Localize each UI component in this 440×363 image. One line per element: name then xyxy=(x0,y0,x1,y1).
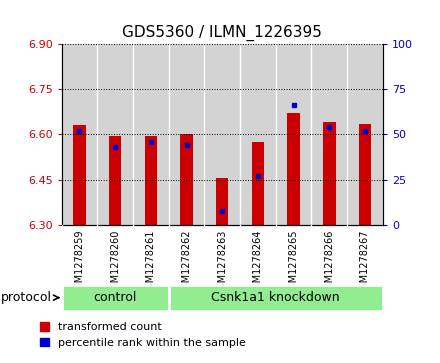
Bar xyxy=(276,44,312,225)
Bar xyxy=(359,124,371,225)
Text: GSM1278265: GSM1278265 xyxy=(289,230,299,295)
Legend: transformed count, percentile rank within the sample: transformed count, percentile rank withi… xyxy=(36,318,250,352)
Bar xyxy=(323,122,336,225)
Text: GSM1278267: GSM1278267 xyxy=(360,230,370,295)
Text: GSM1278262: GSM1278262 xyxy=(182,230,191,295)
Text: protocol: protocol xyxy=(1,291,59,304)
Text: Csnk1a1 knockdown: Csnk1a1 knockdown xyxy=(212,291,340,304)
Bar xyxy=(73,125,86,225)
Bar xyxy=(133,44,169,225)
Bar xyxy=(252,142,264,225)
Text: GSM1278263: GSM1278263 xyxy=(217,230,227,295)
Bar xyxy=(62,44,97,225)
Text: GSM1278260: GSM1278260 xyxy=(110,230,120,295)
Bar xyxy=(169,44,204,225)
Text: GSM1278264: GSM1278264 xyxy=(253,230,263,295)
Bar xyxy=(347,44,383,225)
Bar xyxy=(97,44,133,225)
Bar xyxy=(312,44,347,225)
Text: GSM1278266: GSM1278266 xyxy=(324,230,334,295)
Title: GDS5360 / ILMN_1226395: GDS5360 / ILMN_1226395 xyxy=(122,25,322,41)
Bar xyxy=(169,285,383,311)
Bar xyxy=(180,134,193,225)
Text: GSM1278259: GSM1278259 xyxy=(74,230,84,295)
Text: GSM1278261: GSM1278261 xyxy=(146,230,156,295)
Bar xyxy=(240,44,276,225)
Bar xyxy=(204,44,240,225)
Bar xyxy=(145,136,157,225)
Bar xyxy=(287,113,300,225)
Bar xyxy=(62,285,169,311)
Bar xyxy=(109,136,121,225)
Bar xyxy=(216,178,228,225)
Text: control: control xyxy=(93,291,137,304)
